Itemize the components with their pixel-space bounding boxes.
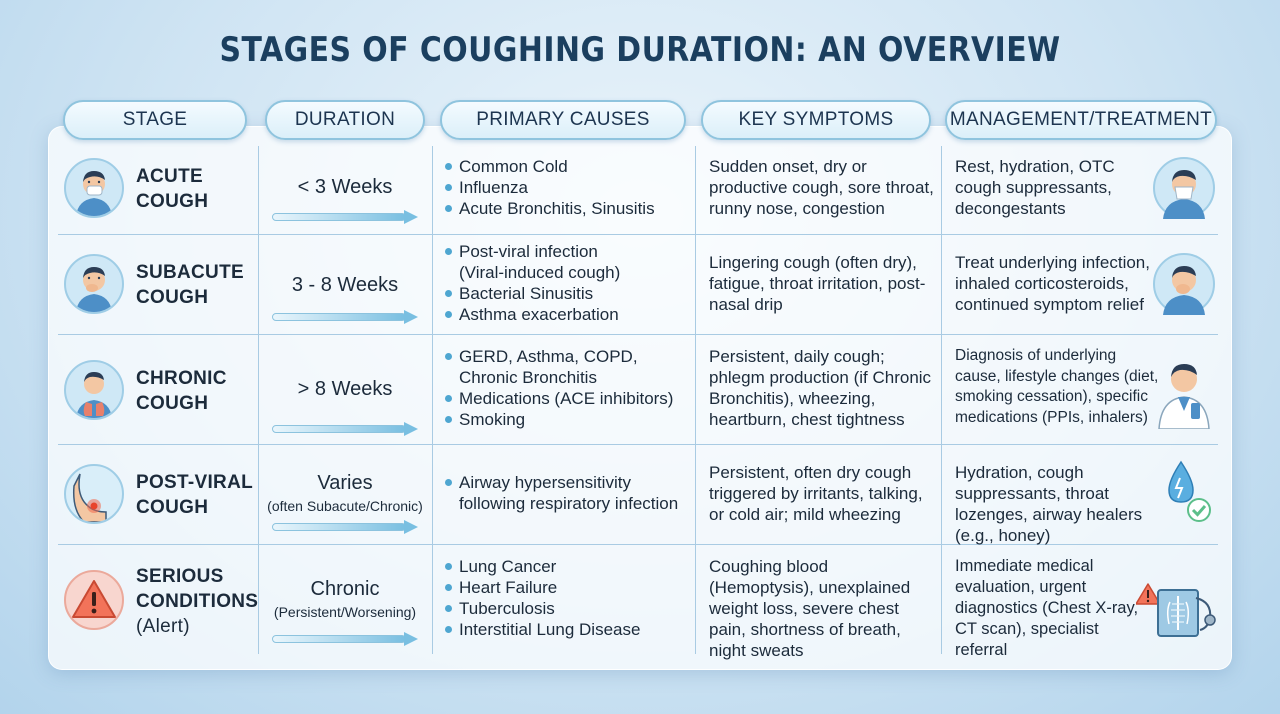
primary-causes-list: Airway hypersensitivity following respir…: [444, 472, 694, 514]
management-text: Immediate medical evaluation, urgent dia…: [955, 557, 1139, 659]
primary-causes-list: Post-viral infection (Viral-induced coug…: [444, 241, 694, 325]
cause-item: GERD, Asthma, COPD,: [444, 346, 694, 367]
table-row: CHRONIC COUGH > 8 Weeks GERD, Asthma, COP…: [0, 334, 1280, 444]
person-lungs-icon: [64, 360, 124, 420]
key-symptoms-text: Persistent, daily cough; phlegm producti…: [709, 347, 932, 429]
duration-value: > 8 Weeks: [297, 378, 393, 400]
stage-name: ACUTE COUGH: [136, 166, 209, 212]
header-duration: DURATION: [265, 100, 425, 140]
duration-value: Chronic (Persistent/Worsening): [258, 578, 432, 620]
row-divider: [58, 444, 1218, 445]
stage-name: SUBACUTE COUGH: [136, 262, 244, 308]
duration-arrow: [272, 422, 418, 436]
column-divider: [695, 146, 696, 654]
table-row: SERIOUS CONDITIONS (Alert) Chronic (Persi…: [0, 544, 1280, 660]
overview-table-panel: [48, 126, 1232, 670]
header-management-treatment: MANAGEMENT/TREATMENT: [945, 100, 1217, 140]
doctor-icon: [1152, 350, 1216, 430]
duration-note: (Persistent/Worsening): [273, 604, 417, 620]
management-text: Treat underlying infection, inhaled cort…: [955, 253, 1150, 314]
cause-item: Medications (ACE inhibitors): [444, 388, 694, 409]
person-blowing-nose-icon: [1152, 156, 1216, 220]
duration-note: (often Subacute/Chronic): [267, 498, 423, 514]
cause-item: (Viral-induced cough): [459, 263, 621, 282]
cause-item: Asthma exacerbation: [444, 304, 694, 325]
column-divider: [941, 146, 942, 654]
duration-arrow: [272, 310, 418, 324]
stage-name: POST-VIRAL COUGH: [136, 472, 254, 518]
page-title: STAGES OF COUGHING DURATION: AN OVERVIEW: [219, 30, 1061, 70]
key-symptoms-text: Sudden onset, dry or productive cough, s…: [709, 157, 934, 218]
table-row: SUBACUTE COUGH 3 - 8 Weeks Post-viral inf…: [0, 234, 1280, 334]
chest-xray-stethoscope-icon: [1136, 578, 1222, 642]
cause-item: Airway hypersensitivity: [444, 472, 694, 493]
cause-item: Interstitial Lung Disease: [444, 619, 694, 640]
cause-item: following respiratory infection: [459, 494, 679, 513]
person-sneezing-icon: [64, 158, 124, 218]
column-divider: [432, 146, 433, 654]
row-divider: [58, 544, 1218, 545]
duration-value: Varies (often Subacute/Chronic): [258, 472, 432, 514]
cause-item: Acute Bronchitis, Sinusitis: [444, 198, 694, 219]
person-coughing-icon: [1152, 252, 1216, 316]
key-symptoms-text: Lingering cough (often dry), fatigue, th…: [709, 253, 926, 314]
stage-name: CHRONIC COUGH: [136, 368, 227, 414]
primary-causes-list: Common Cold Influenza Acute Bronchitis, …: [444, 156, 694, 219]
header-key-symptoms: KEY SYMPTOMS: [701, 100, 931, 140]
key-symptoms-text: Persistent, often dry cough triggered by…: [709, 463, 923, 524]
duration-value: 3 - 8 Weeks: [291, 274, 399, 296]
cause-item: Smoking: [444, 409, 694, 430]
duration-value: < 3 Weeks: [297, 176, 393, 198]
row-divider: [58, 234, 1218, 235]
person-coughing-icon: [64, 254, 124, 314]
cause-item: Bacterial Sinusitis: [444, 283, 694, 304]
header-stage: STAGE: [63, 100, 247, 140]
cause-item: Influenza: [444, 177, 694, 198]
cause-item: Common Cold: [444, 156, 694, 177]
cause-item: Chronic Bronchitis: [459, 368, 597, 387]
key-symptoms-text: Coughing blood (Hemoptysis), unexplained…: [709, 557, 911, 660]
column-divider: [258, 146, 259, 654]
row-divider: [58, 334, 1218, 335]
header-primary-causes: PRIMARY CAUSES: [440, 100, 686, 140]
management-text: Rest, hydration, OTC cough suppressants,…: [955, 157, 1115, 218]
cause-item: Lung Cancer: [444, 556, 694, 577]
duration-arrow: [272, 520, 418, 534]
cause-item: Tuberculosis: [444, 598, 694, 619]
management-text: Hydration, cough suppressants, throat lo…: [955, 463, 1143, 545]
cause-item: Heart Failure: [444, 577, 694, 598]
irritated-throat-icon: [64, 464, 124, 524]
duration-arrow: [272, 632, 418, 646]
primary-causes-list: Lung Cancer Heart Failure Tuberculosis I…: [444, 556, 694, 640]
duration-arrow: [272, 210, 418, 224]
water-drop-check-icon: [1152, 460, 1216, 524]
table-row: ACUTE COUGH < 3 Weeks Common Cold Influen…: [0, 146, 1280, 234]
stage-name: SERIOUS CONDITIONS (Alert): [136, 566, 259, 637]
primary-causes-list: GERD, Asthma, COPD, Chronic Bronchitis M…: [444, 346, 694, 430]
duration-main: Chronic: [310, 578, 380, 600]
warning-icon: [64, 570, 124, 630]
cause-item: Post-viral infection: [444, 241, 694, 262]
duration-main: Varies: [317, 472, 373, 494]
management-text: Diagnosis of underlying cause, lifestyle…: [955, 347, 1159, 426]
table-row: POST-VIRAL COUGH Varies (often Subacute/C…: [0, 444, 1280, 545]
